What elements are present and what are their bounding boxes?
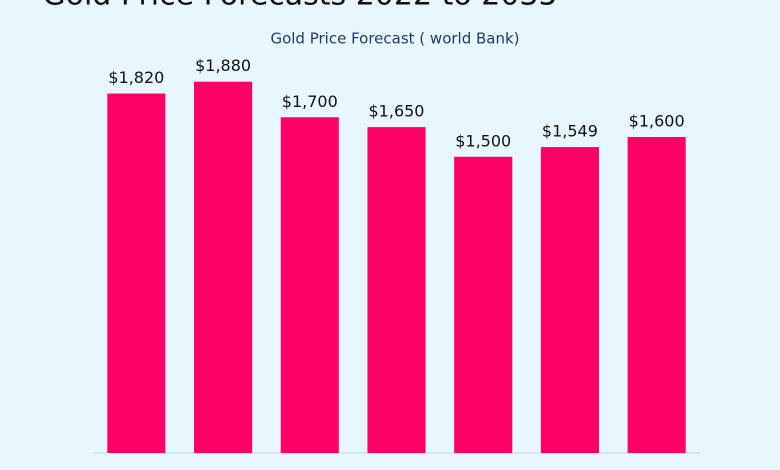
bar [540,147,599,453]
value-label: $1,650 [369,102,425,121]
value-label: $1,500 [455,131,511,150]
bar [627,137,686,453]
bar [454,156,513,453]
value-label: $1,880 [195,56,251,75]
value-label: $1,820 [108,68,164,87]
chart-title: Gold Price Forecasts 2022 to 2035 [42,0,557,13]
value-label: $1,549 [542,122,598,141]
value-label: $1,700 [282,92,338,111]
bar [367,127,426,453]
chart-subtitle: Gold Price Forecast ( world Bank) [270,30,519,48]
value-label: $1,600 [629,112,685,131]
bar [280,117,339,453]
bar [107,93,166,454]
bar [194,81,253,453]
